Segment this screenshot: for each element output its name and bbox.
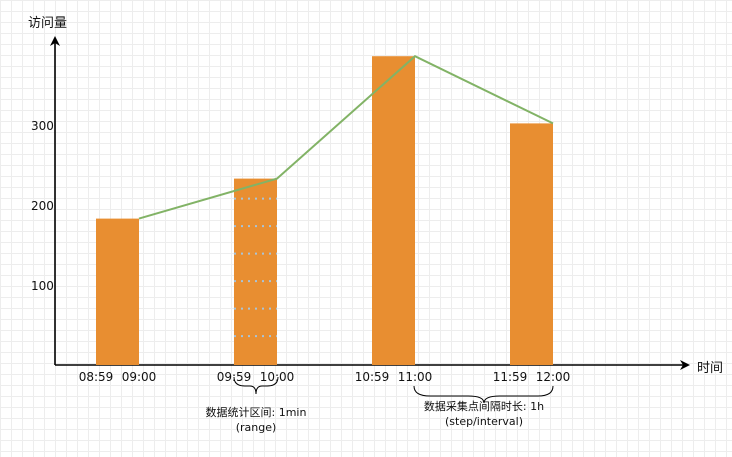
step-label: 数据采集点间隔时长: 1h <box>424 399 544 413</box>
bar <box>510 123 553 366</box>
x-tick-label-end: 10:00 <box>260 370 295 384</box>
range-sublabel: (range) <box>236 421 277 434</box>
x-tick-label-end: 09:00 <box>122 370 157 384</box>
x-tick-label-start: 10:59 <box>355 370 390 384</box>
trend-line <box>138 55 554 220</box>
y-tick-label: 300 <box>31 119 54 133</box>
bar <box>234 178 277 365</box>
x-tick-label-end: 12:00 <box>536 370 571 384</box>
range-label: 数据统计区间: 1min <box>206 405 307 419</box>
x-axis-label: 时间 <box>697 361 723 376</box>
bar <box>96 218 139 365</box>
x-tick-label-start: 08:59 <box>79 370 114 384</box>
x-tick-label-end: 11:00 <box>398 370 433 384</box>
step-brace <box>413 385 554 404</box>
range-brace <box>233 376 279 395</box>
y-tick-label: 200 <box>31 199 54 213</box>
y-axis-label: 访问量 <box>28 16 67 31</box>
step-sublabel: (step/interval) <box>445 415 523 428</box>
bar <box>372 56 415 365</box>
y-tick-label: 100 <box>31 279 54 293</box>
x-tick-label-start: 11:59 <box>493 370 528 384</box>
